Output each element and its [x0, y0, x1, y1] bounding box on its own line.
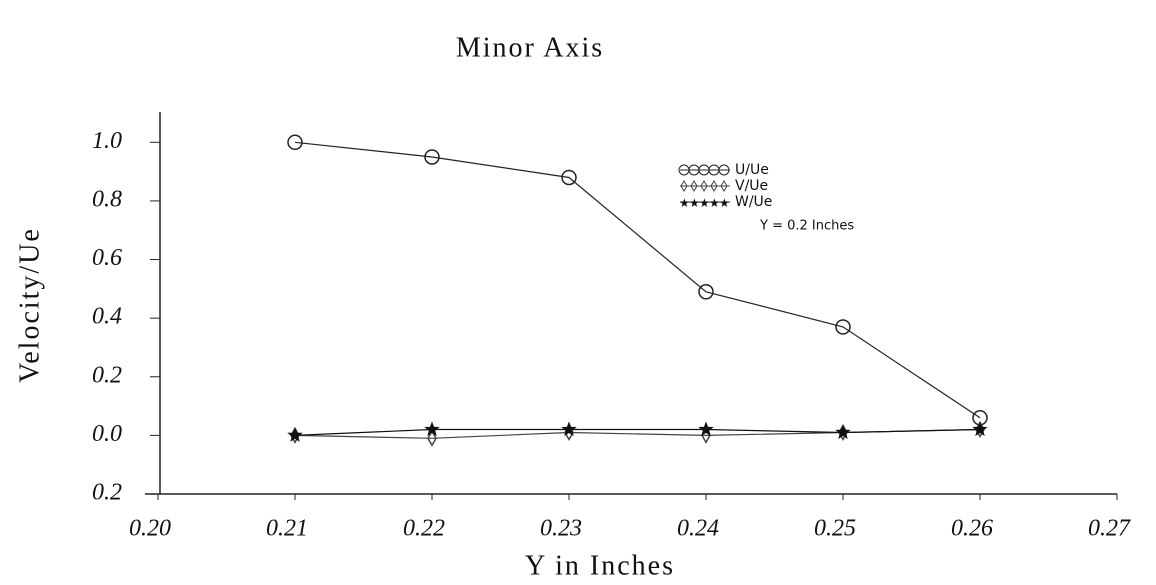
x-tick-label: 0.20: [129, 516, 171, 542]
marker-star: [835, 424, 851, 440]
annotation: Y = 0.2 Inches: [759, 219, 854, 234]
legend-label: W/Ue: [735, 194, 772, 210]
chart-title: Minor Axis: [456, 32, 604, 63]
x-tick-label: 0.22: [403, 516, 445, 542]
legend-label: U/Ue: [735, 162, 769, 178]
marker-circle: [835, 319, 851, 335]
marker-circle: [561, 169, 577, 186]
x-tick-label: 0.21: [266, 516, 308, 542]
legend-marker: [690, 180, 698, 192]
legend-marker: [680, 180, 688, 192]
marker-diamond: [427, 429, 437, 447]
y-tick-label: 0.2: [92, 362, 122, 388]
y-tick-label: 0.6: [92, 245, 122, 271]
legend-marker: [720, 180, 728, 192]
marker-star: [287, 427, 303, 442]
legend-marker: [700, 180, 708, 192]
marker-star: [561, 421, 577, 437]
legend-marker: ★: [679, 196, 690, 210]
x-axis-label: Y in Inches: [525, 550, 675, 581]
y-tick-label: 0.0: [92, 421, 122, 447]
series-line: [294, 428, 981, 436]
x-tick-label: 0.24: [677, 516, 719, 542]
legend-marker: ★: [719, 196, 730, 210]
y-tick-label: 0.8: [92, 186, 122, 212]
y-axis-label: Velocity/Ue: [14, 227, 45, 383]
legend-label: V/Ue: [735, 178, 768, 194]
legend-marker: ★: [689, 196, 700, 210]
legend-marker: ★: [709, 196, 720, 210]
x-tick-label: 0.25: [814, 516, 856, 542]
y-tick-label: 0.4: [92, 304, 122, 330]
y-tick-label: 1.0: [92, 128, 122, 154]
marker-circle: [424, 149, 440, 165]
marker-star: [972, 421, 988, 437]
series-line: [294, 141, 981, 419]
x-tick-label: 0.23: [540, 516, 582, 542]
legend-marker: [710, 180, 718, 192]
x-tick-label: 0.26: [951, 516, 993, 542]
marker-star: [424, 421, 440, 437]
x-tick-label: 0.27: [1088, 516, 1131, 542]
y-tick-label: 0.2: [92, 480, 122, 506]
marker-circle: [287, 134, 303, 151]
marker-star: [698, 421, 714, 437]
marker-circle: [698, 284, 714, 300]
legend-marker: ★: [699, 196, 710, 210]
